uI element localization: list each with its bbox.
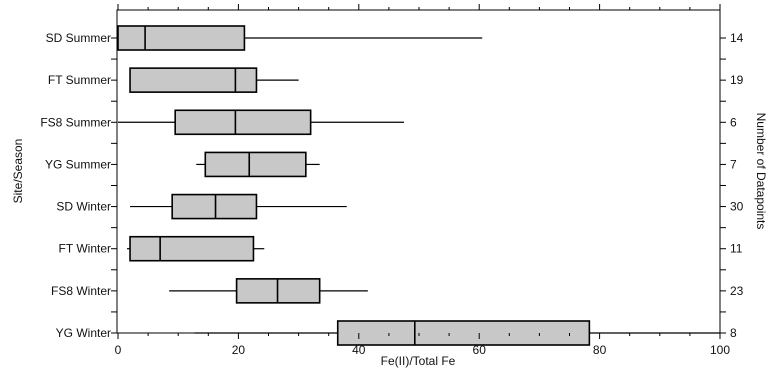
y-axis-title: Site/Season xyxy=(11,139,25,204)
iqr-box xyxy=(204,151,307,178)
category-label: YG Summer xyxy=(45,157,111,171)
x-tick-label: 60 xyxy=(473,343,487,357)
category-label: FT Summer xyxy=(48,73,111,87)
datapoint-count: 6 xyxy=(730,115,737,129)
datapoint-count: 8 xyxy=(730,326,737,340)
category-label: SD Winter xyxy=(56,200,111,214)
y2-axis-title: Number of Datapoints xyxy=(754,113,768,230)
iqr-box xyxy=(129,235,255,262)
box-series xyxy=(117,25,720,346)
box-ft-summer xyxy=(129,67,299,93)
x-tick-label: 100 xyxy=(710,343,730,357)
box-fs8-summer xyxy=(118,109,404,136)
iqr-box xyxy=(174,109,312,136)
datapoint-count: 14 xyxy=(730,31,744,45)
iqr-box xyxy=(117,25,246,51)
iqr-box xyxy=(171,193,258,220)
category-label: FT Winter xyxy=(59,242,111,256)
x-tick-label: 0 xyxy=(115,343,122,357)
datapoint-count: 11 xyxy=(730,242,743,256)
datapoint-count: 30 xyxy=(730,200,744,214)
x-axis-title: Fe(II)/Total Fe xyxy=(381,354,456,368)
top-axis-ticks xyxy=(117,4,721,10)
box-yg-summer xyxy=(196,151,320,178)
x-tick-label: 80 xyxy=(593,343,607,357)
category-label: FS8 Summer xyxy=(40,115,111,129)
box-sd-summer xyxy=(117,25,483,51)
box-sd-winter xyxy=(130,193,347,220)
x-axis: 0 20 40 60 80 100 xyxy=(115,333,730,357)
datapoint-count: 23 xyxy=(730,284,744,298)
datapoint-count: 7 xyxy=(730,157,737,171)
datapoint-count-labels: 14 19 6 7 30 11 23 8 xyxy=(720,31,744,340)
x-tick-label: 20 xyxy=(232,343,246,357)
iqr-box xyxy=(336,320,591,346)
box-fs8-winter xyxy=(169,278,368,304)
category-labels: SD Summer FT Summer FS8 Summer YG Summer SD … xyxy=(40,31,117,340)
datapoint-count: 19 xyxy=(730,73,744,87)
x-tick-label: 40 xyxy=(352,343,366,357)
box-yg-winter xyxy=(194,320,720,346)
category-label: YG Winter xyxy=(56,326,111,340)
box-ft-winter xyxy=(127,235,265,262)
category-label: FS8 Winter xyxy=(51,284,111,298)
category-label: SD Summer xyxy=(46,31,111,45)
iqr-box xyxy=(129,67,258,93)
